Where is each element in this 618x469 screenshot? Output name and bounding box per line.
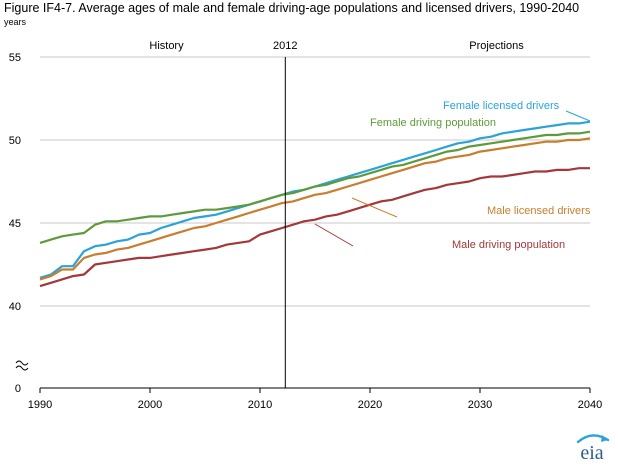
y-tick-label-40: 40	[9, 301, 21, 313]
series-lines	[39, 120, 591, 288]
series-label-male-population: Male driving population	[452, 239, 565, 251]
axis-break-icon	[15, 360, 29, 371]
figure-title: Figure IF4-7. Average ages of male and f…	[4, 1, 580, 15]
label-leader-lines	[314, 110, 591, 247]
logo-text: eia	[580, 442, 603, 464]
x-tick-label-2040: 2040	[578, 399, 602, 411]
series-label-female-population: Female driving population	[370, 117, 496, 129]
x-tick-label-2030: 2030	[468, 399, 492, 411]
y-tick-label-50: 50	[9, 135, 21, 147]
tick-labels: 0 40 45 50 55 1990 2000 2010 2020 2030 2040	[9, 52, 602, 411]
axes	[39, 387, 591, 393]
series-line-male-licensed	[39, 137, 591, 281]
series-labels: Female licensed drivers Female driving po…	[370, 100, 591, 251]
leader-line-male-population	[314, 223, 354, 247]
leader-line-male-licensed	[351, 197, 398, 218]
divider-year-label: 2012	[273, 40, 297, 52]
series-label-male-licensed: Male licensed drivers	[487, 205, 591, 217]
history-label: History	[149, 40, 184, 52]
x-tick-label-2020: 2020	[358, 399, 382, 411]
y-tick-label-55: 55	[9, 52, 21, 64]
gridlines	[40, 56, 590, 307]
eia-logo: eia	[576, 434, 610, 464]
leader-line-female-licensed	[565, 110, 591, 122]
y-tick-label-0: 0	[15, 383, 21, 395]
projections-label: Projections	[469, 40, 524, 52]
series-line-female-licensed	[39, 120, 591, 279]
x-tick-label-2010: 2010	[248, 399, 272, 411]
axis-break-wave-top	[15, 360, 29, 366]
y-units-label: years	[4, 17, 27, 27]
x-tick-label-1990: 1990	[28, 399, 52, 411]
series-label-female-licensed: Female licensed drivers	[443, 100, 560, 112]
axis-break-wave-bottom	[15, 365, 29, 371]
y-tick-label-45: 45	[9, 218, 21, 230]
x-tick-label-2000: 2000	[138, 399, 162, 411]
series-line-male-population	[39, 167, 590, 288]
series-line-female-population	[39, 130, 591, 244]
